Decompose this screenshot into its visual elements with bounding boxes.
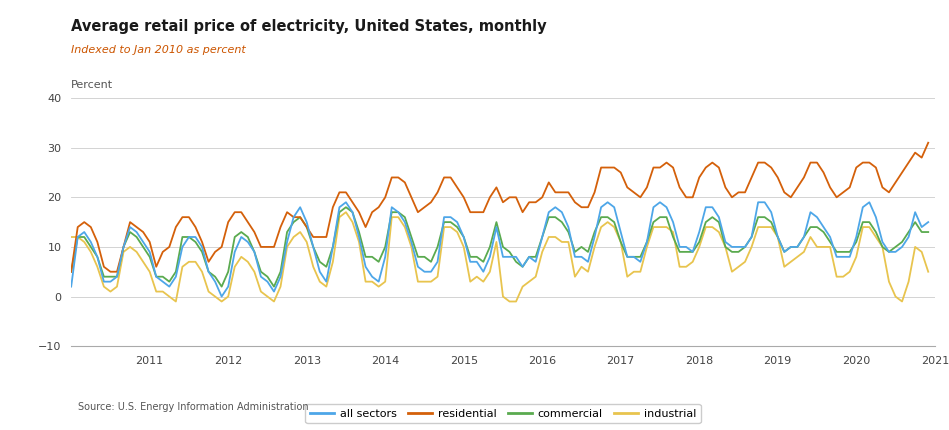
- Text: Source: U.S. Energy Information Administration: Source: U.S. Energy Information Administ…: [78, 402, 308, 412]
- Text: eia: eia: [27, 408, 46, 418]
- Text: Percent: Percent: [71, 80, 113, 89]
- Text: Average retail price of electricity, United States, monthly: Average retail price of electricity, Uni…: [71, 19, 547, 34]
- Text: Indexed to Jan 2010 as percent: Indexed to Jan 2010 as percent: [71, 45, 246, 55]
- Legend: all sectors, residential, commercial, industrial: all sectors, residential, commercial, in…: [306, 404, 700, 423]
